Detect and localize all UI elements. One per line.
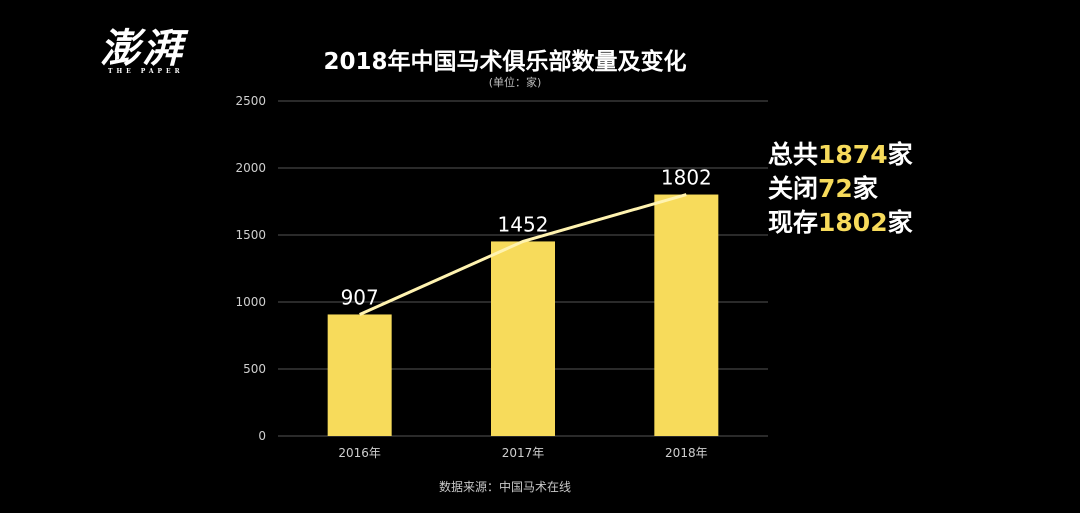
y-tick-label: 1000: [235, 295, 266, 309]
summary-total-suffix: 家: [887, 140, 913, 169]
logo-text: 澎湃: [100, 25, 184, 72]
summary-closed-number: 72: [818, 174, 853, 203]
y-tick-label: 2500: [235, 94, 266, 108]
summary-total: 总共1874家: [768, 138, 913, 172]
summary-closed-prefix: 关闭: [768, 174, 819, 203]
x-category-label: 2018年: [665, 446, 708, 460]
bar: [327, 314, 392, 436]
x-category-label: 2017年: [502, 446, 545, 460]
summary-remaining-prefix: 现存: [768, 208, 819, 237]
summary-remaining-number: 1802: [818, 208, 888, 237]
trend-line: [359, 193, 687, 316]
summary-total-prefix: 总共: [768, 140, 819, 169]
summary-closed-suffix: 家: [852, 174, 878, 203]
bar: [491, 241, 555, 436]
x-category-label: 2016年: [338, 446, 381, 460]
data-label: 907: [341, 285, 379, 309]
y-tick-label: 1500: [235, 228, 266, 242]
chart-unit: (单位：家): [488, 76, 542, 89]
chart-title: 2018年中国马术俱乐部数量及变化: [323, 49, 687, 75]
data-source: 数据来源：中国马术在线: [438, 480, 571, 494]
bar: [654, 194, 719, 436]
logo-subtitle: THE PAPER: [108, 68, 184, 75]
data-label: 1802: [661, 166, 712, 190]
summary-remaining: 现存1802家: [768, 206, 913, 240]
y-tick-label: 500: [243, 362, 266, 376]
y-tick-label: 0: [258, 429, 266, 443]
summary-total-number: 1874: [818, 140, 888, 169]
summary-closed: 关闭72家: [768, 172, 913, 206]
y-tick-label: 2000: [235, 161, 266, 175]
summary-remaining-suffix: 家: [887, 208, 913, 237]
data-label: 1452: [498, 212, 549, 236]
summary-box: 总共1874家 关闭72家 现存1802家: [768, 138, 913, 240]
logo: 澎湃 THE PAPER: [100, 28, 200, 82]
